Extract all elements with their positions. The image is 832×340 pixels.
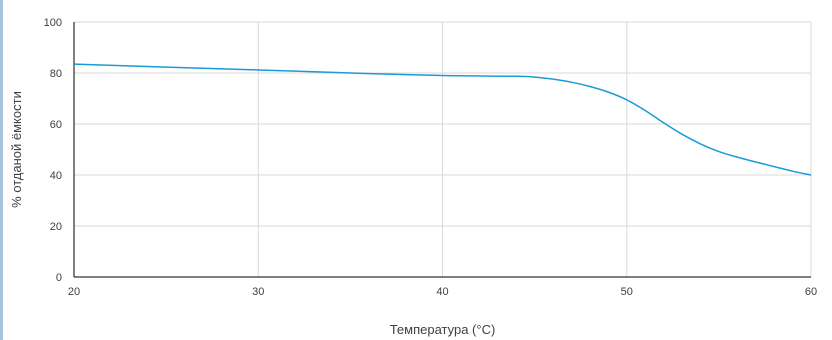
x-tick-label-30: 30 (252, 286, 264, 298)
x-tick-label-20: 20 (68, 286, 80, 298)
x-tick-label-60: 60 (805, 286, 817, 298)
y-tick-label-40: 40 (50, 170, 62, 182)
y-tick-label-100: 100 (44, 17, 62, 29)
x-tick-label-50: 50 (621, 286, 633, 298)
gridlines (74, 21, 812, 277)
x-tick-label-40: 40 (436, 286, 448, 298)
y-axis-title: % отданой ёмкости (9, 91, 24, 208)
tick-labels: 0 20 40 60 80 100 20 30 40 50 60 (44, 17, 817, 298)
series-line-0 (73, 63, 812, 176)
y-tick-label-20: 20 (50, 221, 62, 233)
y-tick-label-0: 0 (56, 272, 62, 284)
series-layer (73, 63, 812, 176)
left-edge-stripe (0, 0, 3, 340)
x-axis-title: Температура (°C) (390, 322, 496, 337)
y-tick-label-60: 60 (50, 119, 62, 131)
y-tick-label-80: 80 (50, 68, 62, 80)
